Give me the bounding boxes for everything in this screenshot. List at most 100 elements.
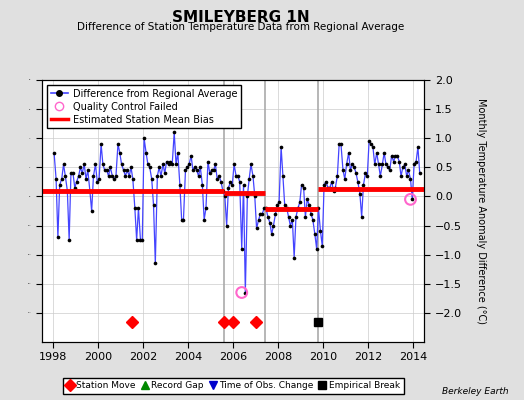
Point: [354, 179, 362, 185]
Point: [191, 164, 199, 170]
Point: [82, 176, 90, 182]
Point: [305, 202, 313, 208]
Point: [125, 173, 134, 179]
Point: [74, 173, 83, 179]
Point: [298, 182, 306, 188]
Point: [401, 161, 409, 168]
Point: [194, 173, 203, 179]
Point: [348, 161, 356, 168]
Point: [292, 214, 300, 220]
Point: [134, 205, 143, 211]
Point: [309, 216, 317, 223]
Point: [223, 222, 231, 229]
Point: [352, 170, 360, 176]
Point: [406, 196, 414, 202]
Point: [187, 152, 195, 159]
Point: [232, 173, 241, 179]
Point: [399, 164, 407, 170]
Point: [148, 176, 156, 182]
Point: [221, 193, 229, 200]
Point: [78, 170, 86, 176]
Point: [178, 216, 186, 223]
Point: [200, 216, 209, 223]
Point: [133, 237, 141, 243]
Point: [50, 150, 58, 156]
Point: [237, 246, 246, 252]
Point: [314, 205, 323, 211]
Point: [373, 150, 381, 156]
Point: [282, 205, 291, 211]
Point: [269, 222, 278, 229]
Point: [322, 179, 330, 185]
Point: [382, 161, 390, 168]
Point: [142, 150, 150, 156]
Point: [226, 179, 235, 185]
Point: [80, 161, 89, 168]
Point: [69, 170, 77, 176]
Point: [230, 161, 238, 168]
Point: [290, 254, 298, 261]
Point: [117, 161, 126, 168]
Point: [408, 196, 417, 202]
Point: [288, 216, 297, 223]
Point: [339, 167, 347, 174]
Y-axis label: Monthly Temperature Anomaly Difference (°C): Monthly Temperature Anomaly Difference (…: [476, 98, 486, 324]
Point: [285, 214, 293, 220]
Point: [162, 158, 171, 165]
Point: [157, 173, 165, 179]
Point: [241, 289, 249, 296]
Point: [114, 141, 122, 147]
Point: [307, 211, 315, 217]
Point: [116, 150, 124, 156]
Text: Difference of Station Temperature Data from Regional Average: Difference of Station Temperature Data f…: [78, 22, 405, 32]
Point: [172, 161, 180, 168]
Point: [153, 173, 161, 179]
Point: [234, 173, 242, 179]
Point: [330, 188, 338, 194]
Point: [91, 161, 100, 168]
Point: [155, 164, 163, 170]
Point: [249, 173, 257, 179]
Point: [202, 205, 210, 211]
Point: [405, 167, 413, 174]
Point: [318, 243, 326, 249]
Point: [367, 141, 375, 147]
Point: [250, 193, 259, 200]
Point: [185, 161, 193, 168]
Point: [168, 161, 177, 168]
Point: [333, 173, 342, 179]
Point: [365, 138, 373, 144]
Point: [128, 176, 137, 182]
Legend: Station Move, Record Gap, Time of Obs. Change, Empirical Break: Station Move, Record Gap, Time of Obs. C…: [63, 378, 403, 394]
Point: [205, 170, 214, 176]
Point: [389, 158, 398, 165]
Point: [99, 161, 107, 168]
Point: [119, 167, 128, 174]
Point: [286, 222, 294, 229]
Point: [256, 211, 265, 217]
Point: [410, 161, 418, 168]
Point: [210, 167, 218, 174]
Point: [387, 152, 396, 159]
Point: [397, 173, 405, 179]
Point: [342, 161, 351, 168]
Point: [192, 167, 201, 174]
Point: [130, 205, 139, 211]
Point: [414, 144, 422, 150]
Point: [140, 135, 148, 142]
Point: [376, 173, 385, 179]
Text: Berkeley Earth: Berkeley Earth: [442, 387, 508, 396]
Point: [331, 184, 340, 191]
Point: [189, 167, 197, 174]
Point: [235, 179, 244, 185]
Point: [412, 158, 420, 165]
Point: [103, 167, 111, 174]
Point: [325, 184, 334, 191]
Point: [127, 164, 135, 170]
Point: [245, 176, 253, 182]
Point: [243, 193, 252, 200]
Point: [359, 182, 368, 188]
Point: [299, 184, 308, 191]
Point: [160, 170, 169, 176]
Point: [217, 179, 225, 185]
